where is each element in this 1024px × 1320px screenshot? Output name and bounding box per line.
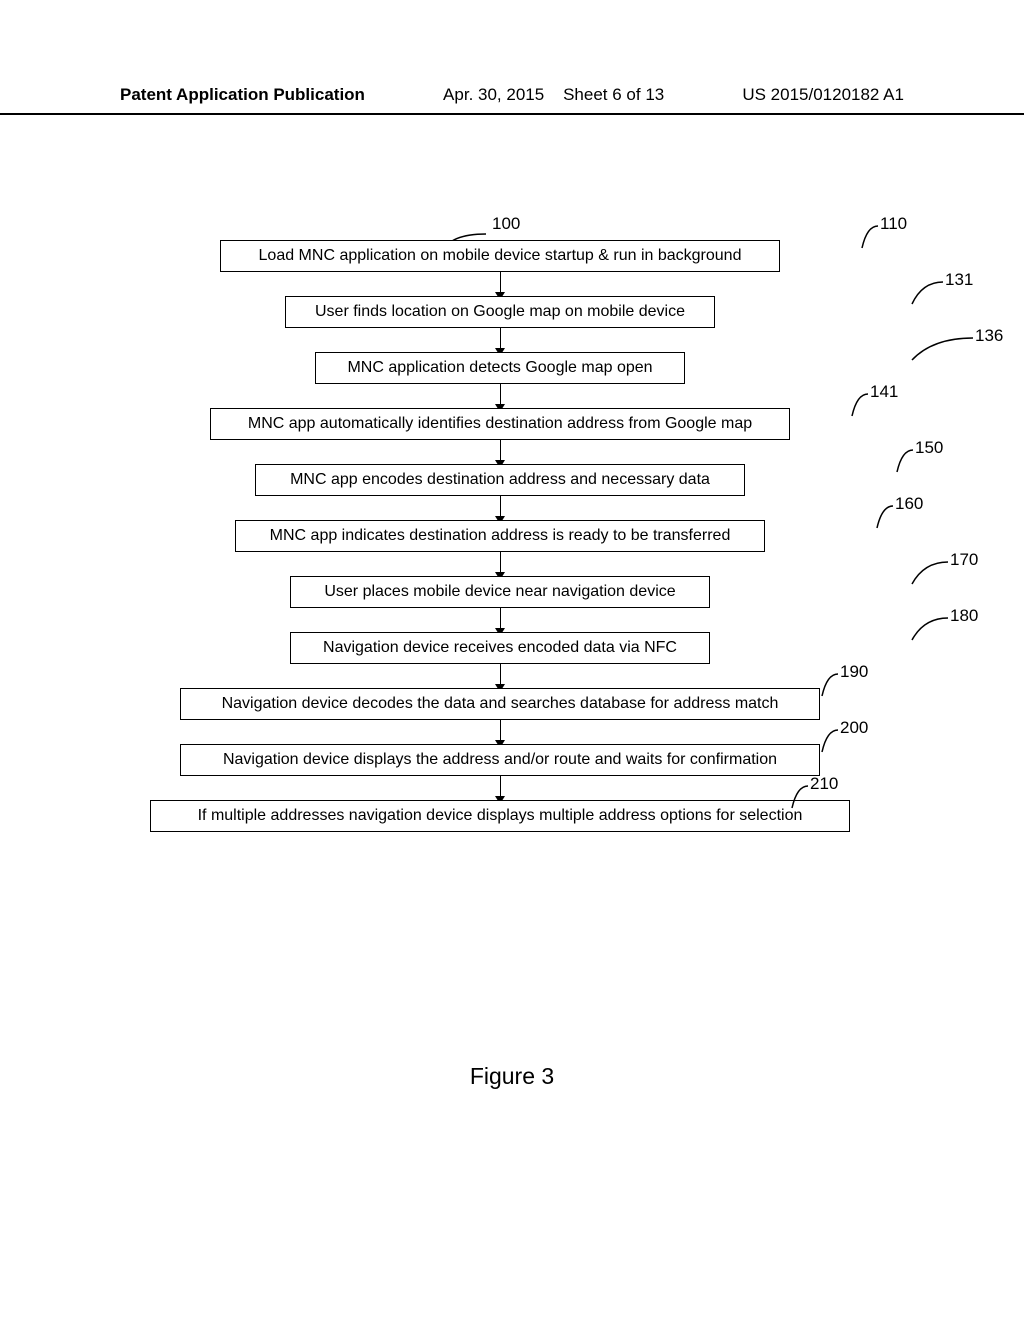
ref-label: 190 — [840, 664, 868, 684]
flow-step: Load MNC application on mobile device st… — [220, 240, 780, 272]
flow-box: MNC app indicates destination address is… — [235, 520, 765, 552]
ref-label: 131 — [945, 272, 973, 292]
ref-label: 210 — [810, 776, 838, 796]
date-text: Apr. 30, 2015 — [443, 85, 544, 104]
ref-number: 131 — [945, 270, 973, 289]
ref-label: 136 — [975, 328, 1003, 348]
flow-step: Navigation device decodes the data and s… — [180, 688, 820, 720]
ref-number: 141 — [870, 382, 898, 401]
ref-number: 100 — [492, 214, 520, 233]
ref-label: 150 — [915, 440, 943, 460]
flow-step: MNC app indicates destination address is… — [235, 520, 765, 552]
flow-box: Navigation device receives encoded data … — [290, 632, 710, 664]
ref-number: 190 — [840, 662, 868, 681]
leader-line-icon — [850, 392, 870, 420]
flow-box: If multiple addresses navigation device … — [150, 800, 850, 832]
flow-step: Navigation device receives encoded data … — [290, 632, 710, 664]
flow-step: MNC app encodes destination address and … — [255, 464, 745, 496]
leader-line-icon — [875, 504, 895, 532]
ref-label: 160 — [895, 496, 923, 516]
ref-label: 170 — [950, 552, 978, 572]
leader-line-icon — [790, 784, 810, 812]
ref-number: 150 — [915, 438, 943, 457]
ref-number: 180 — [950, 606, 978, 625]
flow-box: MNC app automatically identifies destina… — [210, 408, 790, 440]
flow-box: MNC application detects Google map open — [315, 352, 685, 384]
publication-date: Apr. 30, 2015 Sheet 6 of 13 — [443, 85, 664, 105]
flow-box: User finds location on Google map on mob… — [285, 296, 715, 328]
ref-label: 200 — [840, 720, 868, 740]
flow-box: MNC app encodes destination address and … — [255, 464, 745, 496]
flow-step: MNC app automatically identifies destina… — [210, 408, 790, 440]
leader-line-icon — [910, 336, 975, 364]
sheet-text: Sheet 6 of 13 — [563, 85, 664, 104]
diagram-ref-100: 100 — [490, 222, 518, 242]
page-header: Patent Application Publication Apr. 30, … — [0, 85, 1024, 115]
leader-line-icon — [860, 224, 880, 252]
flow-box: Load MNC application on mobile device st… — [220, 240, 780, 272]
flow-box: Navigation device displays the address a… — [180, 744, 820, 776]
flow-step: User places mobile device near navigatio… — [290, 576, 710, 608]
steps-container: Load MNC application on mobile device st… — [90, 240, 910, 832]
flow-step: If multiple addresses navigation device … — [150, 800, 850, 832]
publication-label: Patent Application Publication — [120, 85, 365, 105]
flowchart: 100 Load MNC application on mobile devic… — [90, 240, 910, 832]
figure-caption: Figure 3 — [0, 1063, 1024, 1090]
leader-line-icon — [910, 280, 945, 308]
flow-step: User finds location on Google map on mob… — [285, 296, 715, 328]
flow-step: MNC application detects Google map open1… — [315, 352, 685, 384]
flow-box: Navigation device decodes the data and s… — [180, 688, 820, 720]
ref-number: 170 — [950, 550, 978, 569]
leader-line-icon — [820, 672, 840, 700]
ref-number: 136 — [975, 326, 1003, 345]
flow-step: Navigation device displays the address a… — [180, 744, 820, 776]
leader-line-icon — [895, 448, 915, 476]
page: Patent Application Publication Apr. 30, … — [0, 0, 1024, 1320]
ref-label: 180 — [950, 608, 978, 628]
ref-label: 141 — [870, 384, 898, 404]
leader-line-icon — [910, 560, 950, 588]
ref-number: 210 — [810, 774, 838, 793]
ref-label: 110 — [880, 216, 907, 236]
ref-number: 110 — [880, 214, 907, 233]
flow-box: User places mobile device near navigatio… — [290, 576, 710, 608]
leader-line-icon — [910, 616, 950, 644]
ref-number: 160 — [895, 494, 923, 513]
ref-number: 200 — [840, 718, 868, 737]
leader-line-icon — [820, 728, 840, 756]
publication-number: US 2015/0120182 A1 — [742, 85, 904, 105]
